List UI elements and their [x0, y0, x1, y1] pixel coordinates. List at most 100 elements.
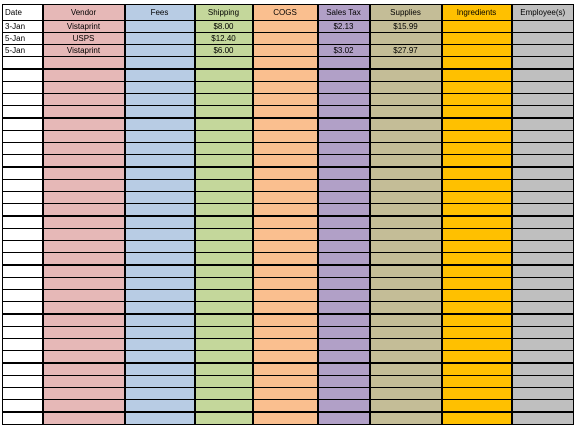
cell-cogs[interactable]: [251, 375, 318, 388]
cell-fees[interactable]: [123, 20, 195, 33]
cell-supplies[interactable]: [368, 289, 442, 302]
cell-fees[interactable]: [123, 387, 195, 400]
cell-fees[interactable]: [123, 142, 195, 155]
cell-date[interactable]: [2, 350, 43, 364]
cell-supplies[interactable]: [368, 191, 442, 204]
cell-shipping[interactable]: [193, 301, 253, 315]
cell-date[interactable]: [2, 289, 43, 302]
cell-supplies[interactable]: [368, 301, 442, 315]
cell-vendor[interactable]: [41, 154, 125, 168]
cell-fees[interactable]: [123, 277, 195, 290]
cell-cogs[interactable]: [251, 179, 318, 192]
cell-vendor[interactable]: [41, 68, 125, 82]
cell-date[interactable]: [2, 81, 43, 94]
cell-cogs[interactable]: [251, 117, 318, 131]
cell-sales-tax[interactable]: [316, 32, 370, 45]
cell-cogs[interactable]: [251, 142, 318, 155]
cell-date[interactable]: [2, 399, 43, 413]
cell-vendor[interactable]: [41, 313, 125, 327]
cell-cogs[interactable]: [251, 44, 318, 57]
cell-shipping[interactable]: [193, 203, 253, 217]
cell-shipping[interactable]: [193, 105, 253, 119]
cell-ingredients[interactable]: [440, 154, 512, 168]
cell-ingredients[interactable]: [440, 44, 512, 57]
cell-employees[interactable]: [510, 289, 574, 302]
cell-vendor[interactable]: [41, 301, 125, 315]
cell-date[interactable]: [2, 117, 43, 131]
cell-sales-tax[interactable]: [316, 179, 370, 192]
cell-shipping[interactable]: [193, 350, 253, 364]
cell-supplies[interactable]: [368, 32, 442, 45]
cell-fees[interactable]: [123, 81, 195, 94]
cell-date[interactable]: [2, 166, 43, 180]
cell-cogs[interactable]: [251, 350, 318, 364]
cell-employees[interactable]: [510, 228, 574, 241]
cell-fees[interactable]: [123, 264, 195, 278]
cell-ingredients[interactable]: [440, 301, 512, 315]
cell-employees[interactable]: [510, 203, 574, 217]
cell-shipping[interactable]: [193, 81, 253, 94]
cell-cogs[interactable]: [251, 105, 318, 119]
cell-ingredients[interactable]: [440, 130, 512, 143]
cell-ingredients[interactable]: [440, 117, 512, 131]
cell-fees[interactable]: [123, 44, 195, 57]
cell-employees[interactable]: [510, 32, 574, 45]
cell-date[interactable]: [2, 191, 43, 204]
cell-sales-tax[interactable]: $3.02: [316, 44, 370, 57]
cell-ingredients[interactable]: [440, 338, 512, 351]
cell-shipping[interactable]: [193, 362, 253, 376]
cell-vendor[interactable]: [41, 215, 125, 229]
cell-supplies[interactable]: $27.97: [368, 44, 442, 57]
cell-ingredients[interactable]: [440, 191, 512, 204]
cell-cogs[interactable]: [251, 289, 318, 302]
cell-shipping[interactable]: $6.00: [193, 44, 253, 57]
cell-fees[interactable]: [123, 130, 195, 143]
cell-date[interactable]: [2, 68, 43, 82]
cell-sales-tax[interactable]: [316, 313, 370, 327]
cell-date[interactable]: [2, 313, 43, 327]
cell-cogs[interactable]: [251, 399, 318, 413]
cell-vendor[interactable]: Vistaprint: [41, 20, 125, 33]
cell-ingredients[interactable]: [440, 81, 512, 94]
cell-sales-tax[interactable]: [316, 166, 370, 180]
cell-cogs[interactable]: [251, 264, 318, 278]
cell-fees[interactable]: [123, 350, 195, 364]
cell-cogs[interactable]: [251, 338, 318, 351]
cell-supplies[interactable]: [368, 277, 442, 290]
cell-sales-tax[interactable]: [316, 215, 370, 229]
cell-shipping[interactable]: [193, 399, 253, 413]
cell-cogs[interactable]: [251, 166, 318, 180]
cell-ingredients[interactable]: [440, 399, 512, 413]
cell-employees[interactable]: [510, 93, 574, 106]
cell-supplies[interactable]: [368, 166, 442, 180]
cell-cogs[interactable]: [251, 301, 318, 315]
cell-shipping[interactable]: [193, 56, 253, 70]
cell-fees[interactable]: [123, 32, 195, 45]
cell-cogs[interactable]: [251, 326, 318, 339]
cell-ingredients[interactable]: [440, 326, 512, 339]
cell-cogs[interactable]: [251, 313, 318, 327]
cell-date[interactable]: [2, 142, 43, 155]
cell-supplies[interactable]: [368, 387, 442, 400]
cell-fees[interactable]: [123, 301, 195, 315]
cell-fees[interactable]: [123, 399, 195, 413]
cell-shipping[interactable]: [193, 93, 253, 106]
cell-cogs[interactable]: [251, 130, 318, 143]
cell-shipping[interactable]: [193, 240, 253, 253]
cell-fees[interactable]: [123, 313, 195, 327]
cell-vendor[interactable]: [41, 350, 125, 364]
cell-cogs[interactable]: [251, 68, 318, 82]
cell-vendor[interactable]: [41, 326, 125, 339]
cell-shipping[interactable]: [193, 154, 253, 168]
cell-ingredients[interactable]: [440, 375, 512, 388]
cell-employees[interactable]: [510, 362, 574, 376]
cell-sales-tax[interactable]: $2.13: [316, 20, 370, 33]
cell-supplies[interactable]: [368, 264, 442, 278]
cell-shipping[interactable]: [193, 313, 253, 327]
cell-vendor[interactable]: [41, 252, 125, 266]
cell-employees[interactable]: [510, 154, 574, 168]
cell-vendor[interactable]: [41, 264, 125, 278]
cell-date[interactable]: [2, 93, 43, 106]
cell-sales-tax[interactable]: [316, 289, 370, 302]
cell-cogs[interactable]: [251, 56, 318, 70]
